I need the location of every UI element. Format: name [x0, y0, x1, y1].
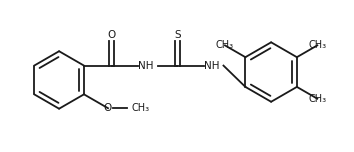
- Text: O: O: [104, 103, 112, 113]
- Text: CH₃: CH₃: [216, 40, 234, 50]
- Text: CH₃: CH₃: [308, 94, 326, 104]
- Text: CH₃: CH₃: [308, 40, 326, 50]
- Text: NH: NH: [138, 61, 154, 71]
- Text: NH: NH: [204, 61, 219, 71]
- Text: S: S: [174, 30, 181, 40]
- Text: CH₃: CH₃: [131, 103, 149, 113]
- Text: O: O: [108, 30, 116, 40]
